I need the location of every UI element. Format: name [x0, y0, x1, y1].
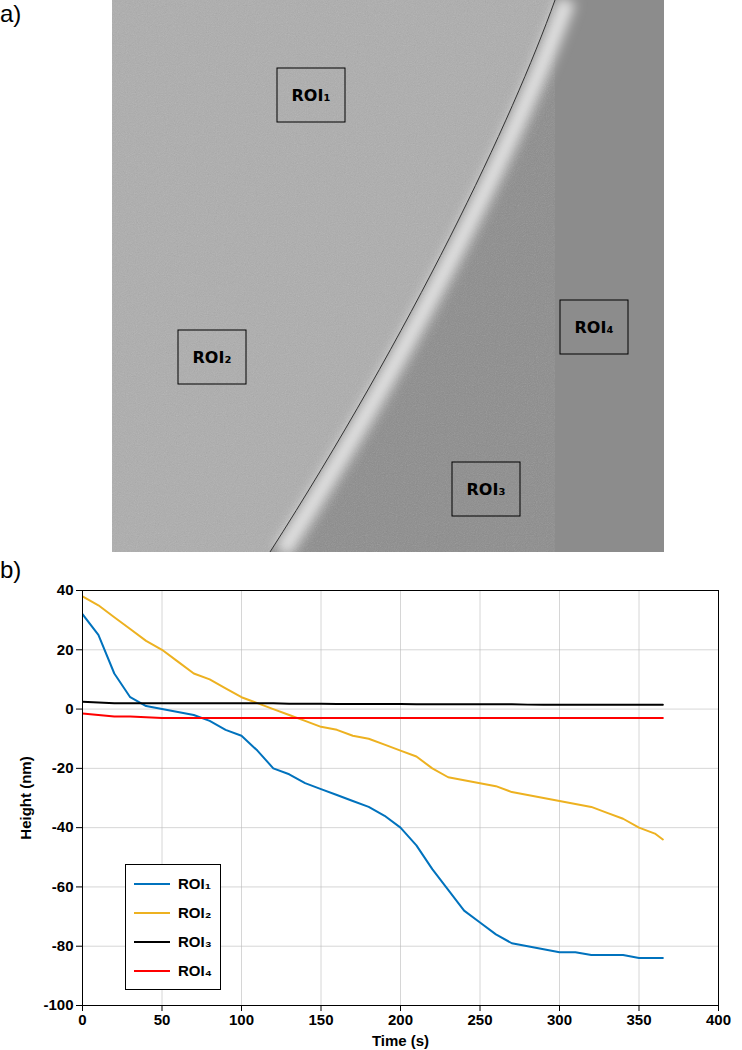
svg-text:300: 300 — [547, 1011, 572, 1028]
svg-text:40: 40 — [57, 581, 74, 598]
html-text:a): a) — [0, 0, 22, 27]
html-text:ROI₁: ROI₁ — [178, 875, 211, 892]
html-text:b): b) — [0, 556, 22, 583]
svg-text:ROI₁: ROI₁ — [292, 86, 331, 105]
svg-text:150: 150 — [308, 1011, 333, 1028]
svg-text:ROI₂: ROI₂ — [193, 348, 232, 367]
svg-text:350: 350 — [626, 1011, 651, 1028]
svg-text:Height (nm): Height (nm) — [17, 756, 34, 839]
svg-text:400: 400 — [706, 1011, 731, 1028]
svg-text:250: 250 — [467, 1011, 492, 1028]
svg-text:-40: -40 — [52, 818, 74, 835]
svg-text:Time (s): Time (s) — [372, 1032, 429, 1049]
svg-text:0: 0 — [65, 700, 73, 717]
svg-text:200: 200 — [388, 1011, 413, 1028]
svg-text:0: 0 — [78, 1011, 86, 1028]
svg-text:-80: -80 — [52, 937, 74, 954]
html-text:ROI₄: ROI₄ — [178, 962, 212, 979]
html-text:ROI₂: ROI₂ — [178, 904, 212, 921]
svg-text:ROI₃: ROI₃ — [467, 480, 506, 499]
svg-text:-20: -20 — [52, 759, 74, 776]
svg-text:ROI₄: ROI₄ — [575, 318, 614, 337]
svg-text:100: 100 — [229, 1011, 254, 1028]
html-text:ROI₃: ROI₃ — [178, 933, 212, 950]
svg-text:50: 50 — [154, 1011, 171, 1028]
svg-text:-60: -60 — [52, 878, 74, 895]
svg-text:20: 20 — [57, 641, 74, 658]
svg-text:-100: -100 — [43, 996, 73, 1013]
